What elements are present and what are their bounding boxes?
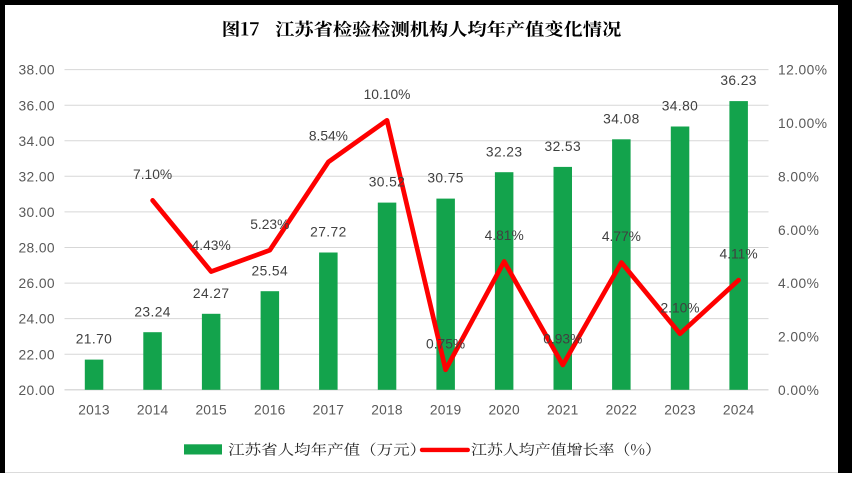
svg-text:5.23%: 5.23% — [250, 217, 289, 232]
svg-text:26.00: 26.00 — [18, 276, 55, 291]
svg-text:27.72: 27.72 — [310, 225, 347, 240]
svg-text:4.81%: 4.81% — [485, 228, 524, 243]
svg-text:2015: 2015 — [195, 403, 227, 418]
svg-text:34.08: 34.08 — [603, 111, 640, 126]
svg-text:2021: 2021 — [547, 403, 579, 418]
svg-text:10.00%: 10.00% — [778, 116, 828, 131]
svg-text:2018: 2018 — [371, 403, 403, 418]
svg-text:2.10%: 2.10% — [660, 300, 699, 315]
svg-text:12.00%: 12.00% — [778, 63, 828, 78]
svg-text:2019: 2019 — [430, 403, 462, 418]
svg-text:25.54: 25.54 — [252, 263, 289, 278]
svg-text:4.77%: 4.77% — [602, 229, 641, 244]
svg-text:24.00: 24.00 — [18, 312, 55, 327]
svg-text:34.80: 34.80 — [662, 99, 699, 114]
svg-text:2.00%: 2.00% — [778, 330, 819, 345]
svg-text:30.75: 30.75 — [427, 171, 464, 186]
svg-text:36.23: 36.23 — [720, 73, 757, 88]
svg-text:6.00%: 6.00% — [778, 223, 819, 238]
svg-text:38.00: 38.00 — [18, 63, 55, 78]
svg-text:4.00%: 4.00% — [778, 276, 819, 291]
svg-text:21.70: 21.70 — [76, 332, 113, 347]
svg-text:2013: 2013 — [78, 403, 110, 418]
svg-text:7.10%: 7.10% — [133, 167, 172, 182]
svg-text:8.54%: 8.54% — [309, 129, 348, 144]
svg-text:30.52: 30.52 — [369, 175, 406, 190]
svg-text:0.75%: 0.75% — [426, 336, 465, 351]
svg-text:30.00: 30.00 — [18, 205, 55, 220]
svg-text:2023: 2023 — [664, 403, 696, 418]
svg-text:0.00%: 0.00% — [778, 383, 819, 398]
svg-text:2016: 2016 — [254, 403, 286, 418]
svg-text:4.43%: 4.43% — [192, 238, 231, 253]
svg-text:34.00: 34.00 — [18, 134, 55, 149]
svg-text:8.00%: 8.00% — [778, 169, 819, 184]
svg-text:2014: 2014 — [137, 403, 169, 418]
svg-text:32.23: 32.23 — [486, 144, 523, 159]
svg-text:0.93%: 0.93% — [543, 332, 582, 347]
svg-text:32.53: 32.53 — [545, 139, 582, 154]
svg-text:32.00: 32.00 — [18, 169, 55, 184]
svg-text:4.11%: 4.11% — [720, 247, 758, 262]
svg-text:24.27: 24.27 — [193, 286, 230, 301]
svg-text:2017: 2017 — [313, 403, 345, 418]
svg-text:2022: 2022 — [606, 403, 638, 418]
svg-text:23.24: 23.24 — [134, 304, 171, 319]
svg-text:2020: 2020 — [488, 403, 520, 418]
svg-text:36.00: 36.00 — [18, 98, 55, 113]
svg-text:22.00: 22.00 — [18, 347, 55, 362]
svg-text:2024: 2024 — [723, 403, 755, 418]
svg-text:28.00: 28.00 — [18, 241, 55, 256]
svg-text:20.00: 20.00 — [18, 383, 55, 398]
svg-text:10.10%: 10.10% — [364, 87, 411, 102]
